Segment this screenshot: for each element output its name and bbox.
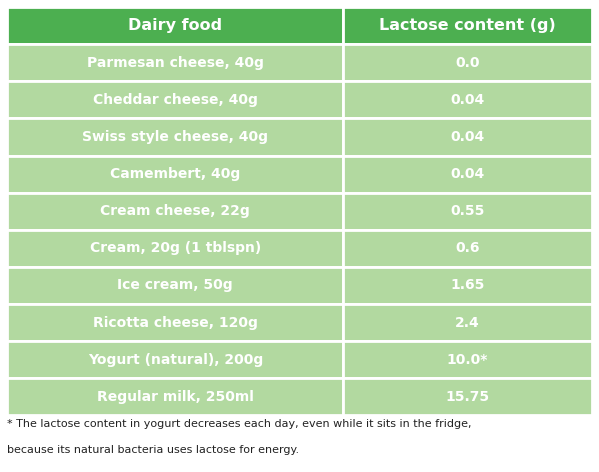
Bar — [343, 267, 592, 304]
Text: 0.04: 0.04 — [450, 93, 485, 107]
Text: Yogurt (natural), 200g: Yogurt (natural), 200g — [87, 353, 263, 367]
Bar — [343, 230, 592, 267]
Bar — [343, 7, 592, 44]
Bar — [343, 378, 592, 415]
Text: 0.55: 0.55 — [450, 204, 485, 218]
Text: Cream cheese, 22g: Cream cheese, 22g — [101, 204, 250, 218]
Bar — [7, 378, 343, 415]
Text: 2.4: 2.4 — [455, 316, 480, 329]
Bar — [343, 156, 592, 193]
Text: Ricotta cheese, 120g: Ricotta cheese, 120g — [93, 316, 258, 329]
Text: * The lactose content in yogurt decreases each day, even while it sits in the fr: * The lactose content in yogurt decrease… — [7, 419, 471, 429]
Bar — [7, 7, 343, 44]
Text: 0.6: 0.6 — [455, 241, 480, 255]
Text: 1.65: 1.65 — [450, 278, 485, 293]
Bar — [7, 267, 343, 304]
Text: because its natural bacteria uses lactose for energy.: because its natural bacteria uses lactos… — [7, 445, 300, 455]
Bar — [343, 304, 592, 341]
Text: 0.0: 0.0 — [455, 56, 480, 70]
Text: Ice cream, 50g: Ice cream, 50g — [117, 278, 233, 293]
Text: Cheddar cheese, 40g: Cheddar cheese, 40g — [93, 93, 258, 107]
Text: Lactose content (g): Lactose content (g) — [379, 18, 556, 33]
Bar — [7, 304, 343, 341]
Bar — [7, 118, 343, 156]
Text: Parmesan cheese, 40g: Parmesan cheese, 40g — [87, 56, 264, 70]
Text: 15.75: 15.75 — [446, 390, 489, 404]
Text: 0.04: 0.04 — [450, 130, 485, 144]
Bar — [343, 193, 592, 230]
Bar — [7, 156, 343, 193]
Bar — [7, 230, 343, 267]
Bar — [343, 44, 592, 81]
Text: Camembert, 40g: Camembert, 40g — [110, 167, 240, 181]
Text: Cream, 20g (1 tblspn): Cream, 20g (1 tblspn) — [90, 241, 261, 255]
Text: Dairy food: Dairy food — [128, 18, 222, 33]
Text: 0.04: 0.04 — [450, 167, 485, 181]
Bar — [343, 341, 592, 378]
Text: Swiss style cheese, 40g: Swiss style cheese, 40g — [82, 130, 268, 144]
Bar — [343, 118, 592, 156]
Bar — [7, 81, 343, 118]
Text: 10.0*: 10.0* — [447, 353, 488, 367]
Bar — [7, 193, 343, 230]
Bar — [7, 341, 343, 378]
Bar — [7, 44, 343, 81]
Text: Regular milk, 250ml: Regular milk, 250ml — [97, 390, 254, 404]
Bar — [343, 81, 592, 118]
